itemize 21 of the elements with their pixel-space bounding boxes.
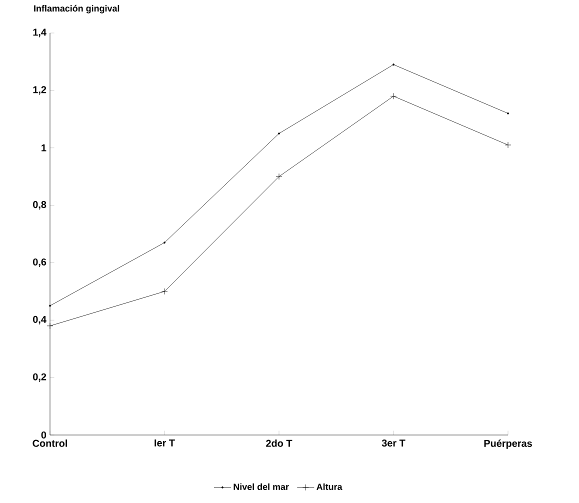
y-tick-label: 1,2 xyxy=(33,86,46,95)
y-tick-label: 0,2 xyxy=(33,373,46,382)
y-tick-label: 1,4 xyxy=(33,28,46,38)
x-tick-label: 3er T xyxy=(382,440,406,447)
y-tick-label: 0,8 xyxy=(33,201,46,210)
x-tick-label: Control xyxy=(32,440,68,447)
point xyxy=(390,92,397,100)
y-tick-label: 0 xyxy=(41,431,46,439)
x-tick-label: Ier T xyxy=(154,440,175,446)
y-axis-title: Inflamación gingival xyxy=(34,4,120,14)
y-tick-label: 0,6 xyxy=(33,258,46,267)
legend-label: Nivel del mar xyxy=(234,483,289,490)
legend-label: Altura xyxy=(316,483,342,490)
y-tick-label: 1 xyxy=(42,144,46,152)
point xyxy=(161,288,168,295)
x-tick-label: 2do T xyxy=(266,440,292,447)
y-tick-label: 0,4 xyxy=(33,316,46,324)
point xyxy=(46,322,54,330)
point xyxy=(276,173,282,180)
x-tick-label: Puérperas xyxy=(484,440,532,449)
point xyxy=(504,142,512,148)
